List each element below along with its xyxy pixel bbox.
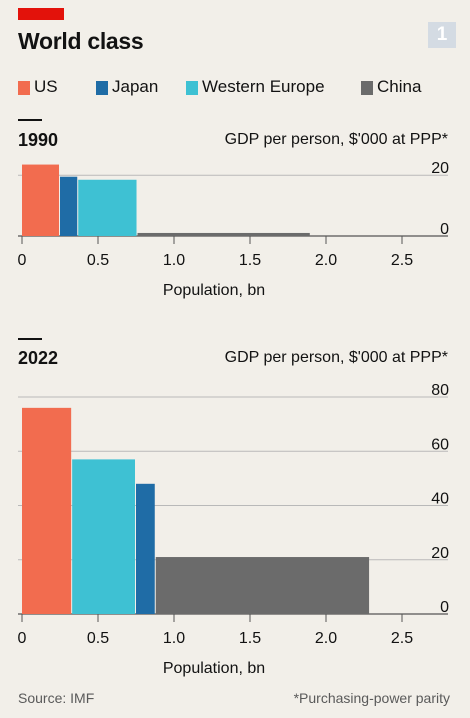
panel-1990-title: 1990 — [18, 130, 59, 150]
x-tick-label-0-3: 1.5 — [239, 252, 261, 269]
x-tick-label-1-1: 0.5 — [87, 630, 109, 647]
bar-0-us — [22, 164, 59, 236]
panel-2022-chart: 0 20 40 60 80 0 0.5 1.0 1.5 2.0 2.5 — [18, 382, 450, 647]
x-tick-label-1-5: 2.5 — [391, 630, 413, 647]
legend-label-western-europe: Western Europe — [202, 77, 325, 96]
legend-swatch-us — [18, 81, 30, 95]
y-tick-label-1-1: 20 — [431, 545, 449, 562]
y-tick-label-1-3: 60 — [431, 436, 449, 453]
x-tick-label-0-5: 2.5 — [391, 252, 413, 269]
x-tick-label-0-1: 0.5 — [87, 252, 109, 269]
panel-2022-xlabel: Population, bn — [162, 660, 266, 677]
brand-tag — [18, 8, 64, 20]
bar-1-japan — [136, 483, 155, 614]
panel-2022-ylabel: GDP per person, $'000 at PPP* — [224, 349, 448, 366]
x-tick-label-0-4: 2.0 — [315, 252, 337, 269]
y-tick-label-1-4: 80 — [431, 382, 449, 399]
x-tick-label-0-2: 1.0 — [163, 252, 185, 269]
y-tick-label-1-0: 0 — [440, 599, 449, 616]
legend-swatch-china — [361, 81, 373, 95]
panel-1990-ylabel: GDP per person, $'000 at PPP* — [224, 131, 448, 148]
chart-title: World class — [18, 28, 144, 54]
y-tick-label-1-2: 40 — [431, 491, 449, 508]
x-tick-label-0-0: 0 — [18, 252, 27, 269]
y-tick-label-0-0: 0 — [440, 221, 449, 238]
bar-1-western-europe — [72, 459, 135, 614]
x-tick-label-1-2: 1.0 — [163, 630, 185, 647]
legend-swatch-western-europe — [186, 81, 198, 95]
legend-label-us: US — [34, 77, 58, 96]
bar-0-western-europe — [78, 179, 137, 236]
panel-2022-title: 2022 — [18, 348, 59, 368]
panel-1990-xlabel: Population, bn — [162, 282, 266, 299]
chart-number-badge: 1 — [428, 22, 456, 48]
x-tick-label-1-0: 0 — [18, 630, 27, 647]
x-tick-label-1-4: 2.0 — [315, 630, 337, 647]
panel-2022-rule — [18, 338, 42, 340]
y-tick-label-0-1: 20 — [431, 160, 449, 177]
bar-0-china — [137, 232, 310, 236]
source-note: Source: IMF — [18, 690, 95, 706]
legend-label-japan: Japan — [112, 77, 159, 96]
panel-1990-rule — [18, 119, 42, 121]
panel-1990-chart: 0 20 0 0.5 1.0 1.5 2.0 2.5 — [18, 160, 450, 269]
x-tick-label-1-3: 1.5 — [239, 630, 261, 647]
bar-0-japan — [60, 176, 78, 236]
bar-1-us — [22, 407, 72, 614]
legend-swatch-japan — [96, 81, 108, 95]
bar-1-china — [155, 557, 370, 614]
legend-label-china: China — [377, 77, 422, 96]
footnote: *Purchasing-power parity — [293, 690, 450, 706]
